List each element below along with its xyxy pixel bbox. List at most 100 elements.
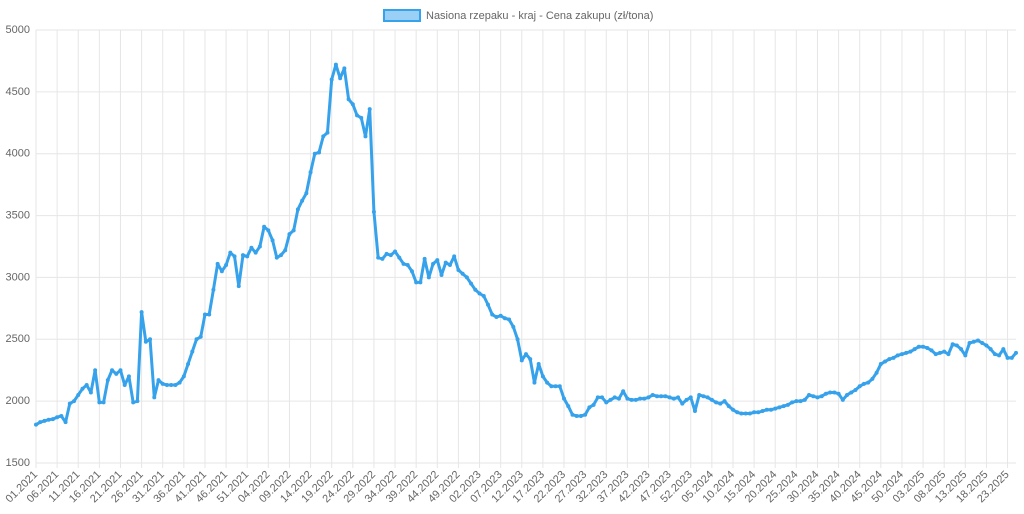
data-point <box>963 353 968 358</box>
data-point <box>1005 355 1010 360</box>
data-point <box>785 402 790 407</box>
data-point <box>202 312 207 317</box>
data-point <box>173 383 178 388</box>
data-point <box>891 355 896 360</box>
data-point <box>528 357 533 362</box>
data-point <box>409 269 414 274</box>
data-point <box>376 255 381 260</box>
data-point <box>122 383 127 388</box>
data-point <box>325 130 330 135</box>
data-point <box>452 254 457 259</box>
data-point <box>975 338 980 343</box>
y-tick-label: 1500 <box>6 457 30 469</box>
data-point <box>279 253 283 258</box>
data-point <box>443 260 448 265</box>
data-point <box>355 113 360 118</box>
data-point <box>114 371 119 376</box>
data-point <box>688 395 693 400</box>
data-point <box>536 362 541 367</box>
data-point <box>769 407 773 412</box>
data-point <box>553 384 558 389</box>
data-point <box>359 115 364 120</box>
data-point <box>578 413 583 418</box>
data-point <box>929 348 934 353</box>
data-point <box>481 293 486 298</box>
data-point <box>718 401 723 406</box>
data-point <box>663 394 668 399</box>
data-point <box>338 76 343 81</box>
data-point <box>291 228 296 233</box>
data-point <box>874 370 879 375</box>
data-point <box>414 280 419 285</box>
data-point <box>447 263 452 268</box>
data-point <box>211 287 216 292</box>
data-point <box>342 66 347 71</box>
data-point <box>781 404 786 409</box>
data-point <box>93 368 98 373</box>
data-point <box>439 272 444 277</box>
data-point <box>274 255 279 260</box>
data-point <box>870 376 875 381</box>
data-point <box>730 407 735 412</box>
legend[interactable]: Nasiona rzepaku - kraj - Cena zakupu (zł… <box>383 9 653 22</box>
data-point <box>747 411 752 416</box>
data-point <box>262 224 267 229</box>
data-point <box>135 399 140 404</box>
data-point <box>295 207 300 212</box>
data-point <box>608 397 613 402</box>
data-point <box>156 378 161 383</box>
data-point <box>790 400 795 405</box>
data-point <box>633 397 638 402</box>
data-point <box>148 337 153 342</box>
data-point <box>350 102 355 107</box>
legend-label: Nasiona rzepaku - kraj - Cena zakupu (zł… <box>426 10 653 22</box>
data-point <box>942 349 947 354</box>
data-point <box>845 392 850 397</box>
data-point <box>524 352 528 357</box>
data-point <box>59 413 64 418</box>
data-point <box>840 397 845 402</box>
data-point <box>832 390 837 395</box>
data-point <box>266 228 271 233</box>
data-point <box>519 358 524 363</box>
data-point <box>777 405 782 410</box>
data-point <box>654 394 659 399</box>
data-point <box>270 238 275 243</box>
data-point <box>532 380 537 385</box>
data-point <box>823 391 828 396</box>
data-point <box>105 378 110 383</box>
data-point <box>38 420 43 425</box>
data-point <box>638 396 643 401</box>
data-point <box>88 390 93 395</box>
data-point <box>490 312 495 317</box>
data-point <box>253 250 258 255</box>
data-point <box>916 344 921 349</box>
data-point <box>912 347 917 352</box>
data-point <box>705 395 710 400</box>
data-point <box>308 170 313 175</box>
data-point <box>67 401 72 406</box>
data-point <box>671 396 676 401</box>
data-point <box>950 342 955 347</box>
data-point <box>422 256 427 261</box>
data-point <box>97 400 102 405</box>
data-point <box>240 253 245 258</box>
data-point <box>1001 347 1006 352</box>
data-point <box>143 339 148 344</box>
data-point <box>388 253 393 258</box>
data-point <box>232 254 237 259</box>
data-point <box>397 255 402 260</box>
data-point <box>42 418 47 423</box>
data-point <box>63 420 68 425</box>
data-point <box>384 251 389 256</box>
data-point <box>393 249 398 254</box>
data-point <box>794 399 799 404</box>
data-point <box>186 362 191 367</box>
data-point <box>659 394 664 399</box>
data-point <box>84 383 89 388</box>
data-point <box>194 337 199 342</box>
data-point <box>139 310 144 315</box>
data-point <box>431 261 436 266</box>
data-point <box>726 404 731 409</box>
